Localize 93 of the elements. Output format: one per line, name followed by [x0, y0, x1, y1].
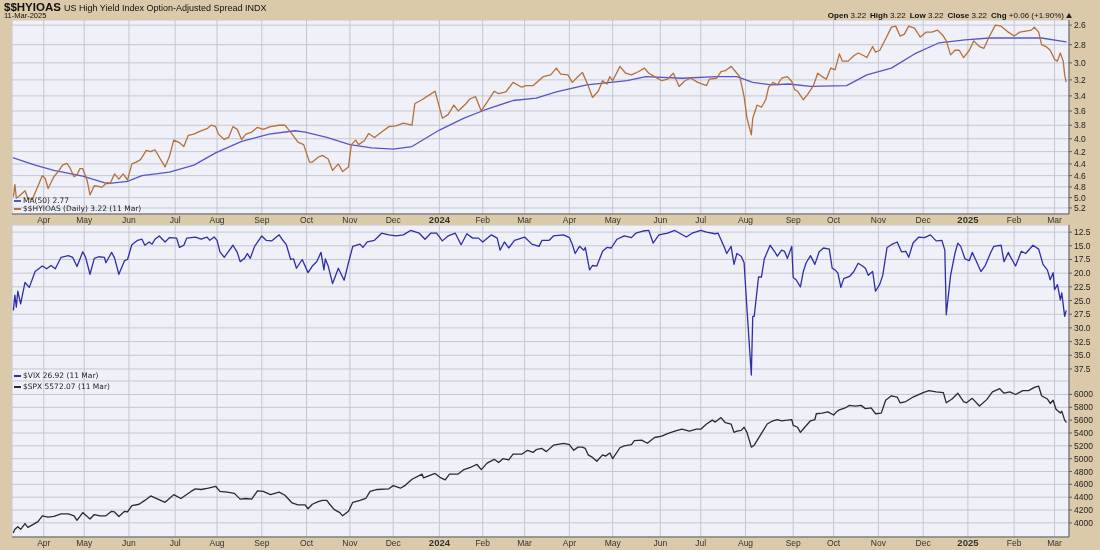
- x-tick-label: Feb: [1006, 538, 1022, 548]
- x-tick-label: Aug: [737, 538, 754, 548]
- y-tick-label: 20.0: [1074, 268, 1091, 279]
- y-tick-label: 4600: [1074, 479, 1094, 490]
- x-tick-label: Mar: [1047, 215, 1063, 225]
- y-tick-label: 3.2: [1074, 74, 1087, 85]
- y-tick-label: 5400: [1074, 428, 1094, 438]
- y-tick-label: 5800: [1074, 402, 1094, 413]
- annotation: Chg +0.06 (+1.90%): [991, 11, 1064, 20]
- x-tick-label: Sep: [254, 215, 270, 225]
- x-tick-label: Oct: [299, 215, 314, 225]
- chart-title: $$HYIOAS: [4, 1, 61, 13]
- x-tick-label: Jun: [122, 215, 137, 225]
- x-tick-label: Feb: [1006, 215, 1022, 225]
- y-tick-label: 4400: [1074, 492, 1094, 503]
- y-tick-label: 5000: [1074, 453, 1094, 464]
- x-tick-label: Nov: [870, 538, 887, 548]
- x-tick-label: Dec: [385, 538, 402, 548]
- x-tick-label: Apr: [562, 215, 577, 225]
- x-tick-label: Apr: [37, 538, 51, 548]
- x-tick-label: Aug: [209, 538, 225, 548]
- y-tick-label: 3.6: [1074, 105, 1087, 116]
- x-tick-label: Jul: [695, 215, 707, 225]
- x-tick-label: Nov: [342, 215, 359, 225]
- x-tick-label: Nov: [870, 215, 887, 225]
- x-tick-label: Jun: [653, 215, 668, 225]
- x-tick-label: Jun: [653, 538, 668, 548]
- y-tick-label: 30.0: [1074, 322, 1091, 333]
- y-tick-label: 4.0: [1074, 133, 1087, 144]
- y-tick-label: 4.4: [1074, 158, 1087, 169]
- x-tick-label: Sep: [785, 538, 802, 548]
- y-tick-label: 37.5: [1074, 363, 1091, 374]
- x-tick-label: Aug: [737, 215, 754, 225]
- x-tick-label: Apr: [562, 538, 577, 548]
- x-tick-label: 2024: [428, 537, 451, 548]
- x-tick-label: Sep: [785, 215, 802, 225]
- y-tick-label: 35.0: [1074, 350, 1091, 361]
- x-tick-label: Feb: [475, 538, 491, 548]
- y-tick-label: 4200: [1074, 505, 1094, 516]
- x-tick-label: Oct: [299, 538, 314, 548]
- x-tick-label: Nov: [342, 538, 359, 548]
- annotation: Open 3.22: [827, 11, 867, 20]
- x-tick-label: May: [604, 538, 622, 548]
- annotation: Close 3.22: [947, 11, 988, 20]
- chart-subtitle: US High Yield Index Option-Adjusted Spread INDX: [63, 3, 267, 13]
- y-tick-label: 12.5: [1074, 227, 1091, 238]
- x-tick-label: May: [604, 215, 622, 225]
- x-tick-label: Jul: [695, 538, 707, 548]
- x-tick-label: Dec: [915, 215, 932, 225]
- x-tick-label: Oct: [827, 215, 841, 225]
- y-tick-label: 3.8: [1074, 120, 1087, 131]
- x-tick-label: Jul: [169, 215, 181, 225]
- y-tick-label: 3.0: [1074, 57, 1087, 68]
- x-tick-label: May: [76, 215, 93, 225]
- x-tick-label: Mar: [1047, 538, 1063, 548]
- y-tick-label: 6000: [1074, 389, 1094, 400]
- y-tick-label: 5600: [1074, 415, 1094, 426]
- x-tick-label: Mar: [517, 538, 533, 548]
- x-tick-label: Apr: [37, 215, 51, 225]
- x-tick-label: Mar: [517, 215, 533, 225]
- y-tick-label: 4.8: [1074, 181, 1087, 192]
- x-tick-label: Oct: [827, 538, 841, 548]
- x-tick-label: Dec: [385, 215, 402, 225]
- y-tick-label: 2.8: [1074, 39, 1087, 50]
- annotation: Low 3.22: [909, 11, 944, 20]
- x-tick-label: 2025: [957, 537, 980, 548]
- x-tick-label: 2024: [428, 214, 451, 225]
- y-tick-label: 5200: [1074, 440, 1094, 451]
- line-series: [12, 37, 1067, 185]
- y-tick-label: 17.5: [1074, 254, 1091, 265]
- y-tick-label: 5.0: [1074, 192, 1087, 203]
- annotation: High 3.22: [870, 11, 906, 20]
- y-tick-label: 32.5: [1074, 336, 1091, 347]
- x-tick-label: Jul: [169, 538, 181, 548]
- y-tick-label: 3.4: [1074, 90, 1087, 101]
- x-tick-label: Sep: [254, 538, 270, 548]
- y-tick-label: 4000: [1074, 517, 1094, 528]
- y-tick-label: 27.5: [1074, 309, 1091, 320]
- x-tick-label: Jun: [122, 538, 137, 548]
- y-tick-label: 2.6: [1074, 20, 1087, 31]
- y-tick-label: 4800: [1074, 466, 1094, 477]
- x-tick-label: Dec: [915, 538, 932, 548]
- y-tick-label: 25.0: [1074, 295, 1091, 306]
- y-tick-label: 15.0: [1074, 240, 1091, 251]
- x-tick-label: 2025: [957, 214, 980, 225]
- y-tick-label: 4.6: [1074, 170, 1087, 181]
- x-tick-label: Aug: [209, 215, 225, 225]
- x-tick-label: May: [76, 538, 93, 548]
- y-tick-label: 22.5: [1074, 281, 1091, 292]
- line-series: [12, 385, 1067, 534]
- y-tick-label: 5.2: [1074, 202, 1087, 213]
- x-tick-label: Feb: [475, 215, 491, 225]
- y-tick-label: 4.2: [1074, 146, 1087, 157]
